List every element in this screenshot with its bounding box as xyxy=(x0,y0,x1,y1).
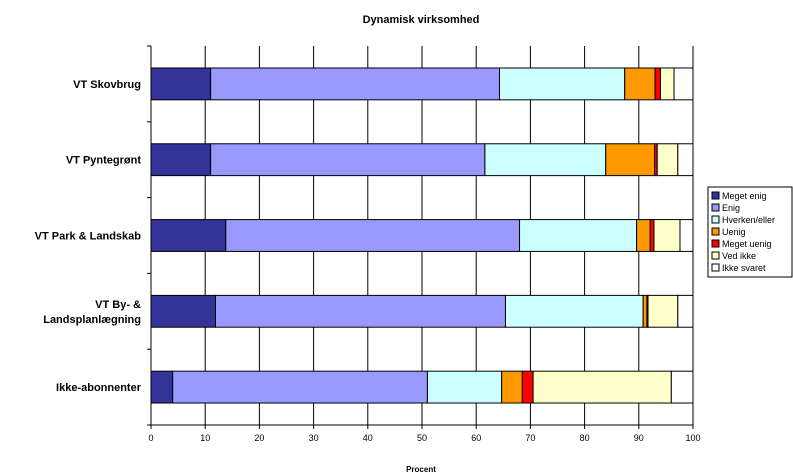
x-tick-label: 0 xyxy=(148,433,153,443)
chart-title: Dynamisk virksomhed xyxy=(363,14,480,26)
x-tick-label: 40 xyxy=(363,433,373,443)
legend-swatch xyxy=(711,203,720,212)
legend-label: Uenig xyxy=(722,227,746,237)
x-tick-label: 90 xyxy=(634,433,644,443)
bar-segment xyxy=(225,219,521,252)
bar-segment xyxy=(659,67,675,101)
bar-segment xyxy=(649,219,655,252)
bar-segment xyxy=(679,219,694,252)
bar-segment xyxy=(521,370,534,404)
bar-segment xyxy=(532,370,672,404)
bar-segment xyxy=(673,67,694,101)
bar-segment xyxy=(150,294,216,328)
legend-box xyxy=(707,186,793,278)
bar-segment xyxy=(656,143,679,177)
bar-segment xyxy=(210,143,486,177)
bar-segment xyxy=(670,370,694,404)
legend-swatch xyxy=(711,191,720,200)
legend-swatch xyxy=(711,263,720,272)
bar-segment xyxy=(210,67,501,101)
legend-swatch xyxy=(711,251,720,260)
legend-label: Enig xyxy=(722,203,740,213)
x-axis-label: Procent xyxy=(406,465,436,474)
category-label: VT Park & Landskab xyxy=(35,231,142,243)
x-tick-label: 100 xyxy=(685,433,700,443)
bar-segment xyxy=(172,370,428,404)
bar-segment xyxy=(214,294,506,328)
x-tick-label: 20 xyxy=(254,433,264,443)
legend-swatch xyxy=(711,239,720,248)
x-tick-label: 80 xyxy=(580,433,590,443)
bar-segment xyxy=(636,219,651,252)
legend-label: Hverken/eller xyxy=(722,215,775,225)
x-tick-label: 30 xyxy=(309,433,319,443)
bar-segment xyxy=(150,219,227,252)
x-tick-label: 70 xyxy=(525,433,535,443)
category-label: VT Skovbrug xyxy=(73,79,141,91)
bar-segment xyxy=(150,370,174,404)
bar-segment xyxy=(624,67,656,101)
bar-segment xyxy=(654,67,661,101)
x-tick-label: 50 xyxy=(417,433,427,443)
category-label: VT By- & xyxy=(95,299,141,311)
legend-swatch xyxy=(711,227,720,236)
x-tick-label: 10 xyxy=(200,433,210,443)
bar-segment xyxy=(150,67,212,101)
bar-segment xyxy=(605,143,656,177)
legend-label: Meget uenig xyxy=(722,239,772,249)
legend-label: Meget enig xyxy=(722,191,767,201)
category-label: VT Pyntegrønt xyxy=(66,155,142,167)
bar-segment xyxy=(519,219,638,252)
legend-label: Ikke svaret xyxy=(722,263,766,273)
bar-segment xyxy=(501,370,523,404)
bar-segment xyxy=(504,294,644,328)
category-label: Landsplanlægning xyxy=(43,314,141,326)
bar-segment xyxy=(642,294,648,328)
legend-swatch xyxy=(711,215,720,224)
x-tick-label: 60 xyxy=(471,433,481,443)
axes xyxy=(147,45,694,429)
bars xyxy=(150,67,694,404)
legend-label: Ved ikke xyxy=(722,251,756,261)
bar-segment xyxy=(677,294,694,328)
category-labels: VT Skovbrug VT Pyntegrønt VT Park & Landsk… xyxy=(35,79,142,394)
bar-segment xyxy=(499,67,626,101)
legend: Meget enig Enig Hverken/eller Uenig Meget ue… xyxy=(707,186,793,278)
bar-segment xyxy=(677,143,694,177)
bar-segment xyxy=(484,143,607,177)
bar-segment xyxy=(647,294,679,328)
category-label: Ikke-abonnenter xyxy=(56,382,142,394)
bar-segment xyxy=(150,143,212,177)
bar-segment xyxy=(653,219,681,252)
bar-segment xyxy=(426,370,503,404)
x-tick-labels: 0 10 20 30 40 50 60 70 80 90 100 xyxy=(148,433,700,443)
